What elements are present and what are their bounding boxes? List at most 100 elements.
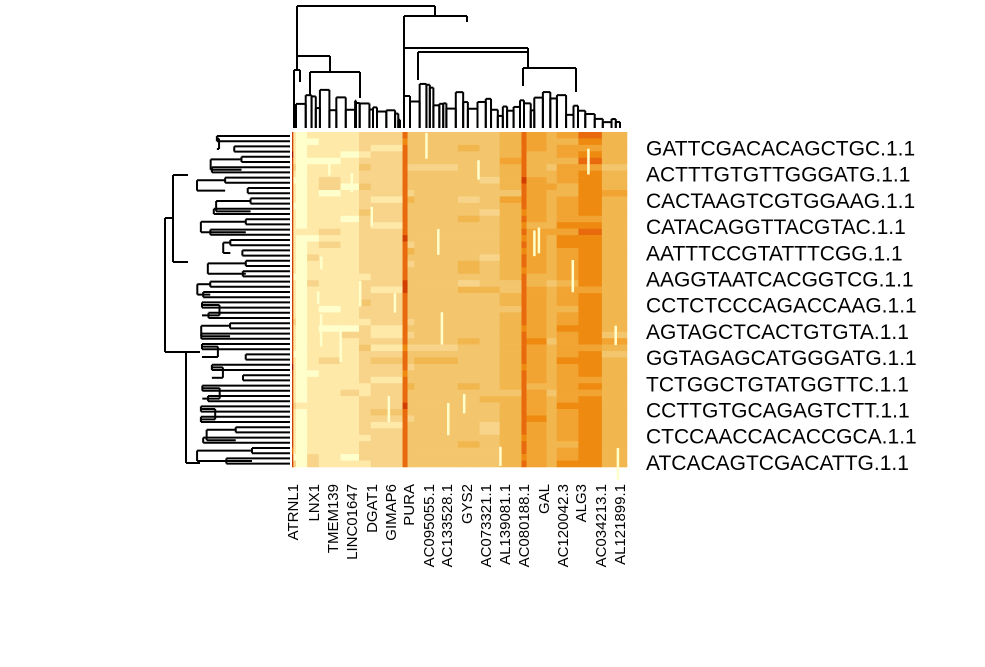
heatmap-cell — [457, 228, 480, 236]
heatmap-cell — [521, 441, 527, 448]
heatmap-cell — [526, 363, 547, 371]
heatmap-cell — [414, 415, 459, 423]
heatmap-cell — [393, 293, 397, 313]
heatmap-cell — [318, 389, 341, 397]
heatmap-cell — [340, 144, 360, 152]
heatmap-cell — [296, 318, 308, 326]
heatmap-cell — [296, 421, 308, 429]
heatmap-cell — [296, 312, 308, 320]
heatmap-cell — [546, 338, 557, 345]
heatmap-cell — [307, 144, 320, 152]
heatmap-cell — [293, 331, 297, 339]
heatmap-cell — [414, 260, 459, 268]
heatmap-cell — [318, 454, 341, 461]
heatmap-cell — [402, 344, 408, 352]
heatmap-cell — [457, 389, 480, 397]
heatmap-cell — [307, 138, 320, 146]
heatmap-cell — [457, 273, 480, 281]
heatmap-cell — [546, 151, 557, 159]
heatmap-cell — [307, 286, 320, 294]
heatmap-cell — [370, 273, 403, 281]
heatmap-cell — [340, 370, 360, 378]
heatmap-cell — [479, 144, 500, 152]
heatmap-cell — [387, 396, 391, 422]
heatmap-cell — [292, 144, 294, 152]
heatmap-cell — [499, 325, 522, 333]
heatmap-cell — [328, 162, 331, 176]
heatmap-cell — [499, 215, 522, 223]
heatmap-cell — [526, 215, 547, 223]
heatmap-cell — [402, 144, 408, 152]
heatmap-cell — [340, 157, 360, 165]
heatmap-cell — [526, 151, 547, 159]
heatmap-cell — [578, 280, 603, 287]
heatmap-cell — [601, 209, 628, 217]
heatmap-cell — [359, 157, 372, 165]
heatmap-cell — [546, 318, 557, 326]
heatmap-cell — [578, 151, 603, 159]
heatmap-cell — [370, 370, 403, 378]
heatmap-cell — [402, 434, 408, 442]
heatmap-cell — [601, 454, 628, 461]
heatmap-cell — [293, 351, 297, 358]
heatmap-cell — [296, 357, 308, 365]
heatmap-cell — [499, 344, 522, 352]
column-label: AC034213.1 — [593, 484, 610, 567]
heatmap-cell — [402, 338, 408, 345]
heatmap-cell — [499, 389, 522, 397]
heatmap-cell — [526, 421, 547, 429]
heatmap-cell — [521, 299, 527, 307]
heatmap-cell — [479, 151, 500, 159]
heatmap-cell — [457, 260, 480, 268]
heatmap-cell — [457, 434, 480, 442]
heatmap-cell — [546, 280, 557, 287]
heatmap-cell — [457, 215, 480, 223]
heatmap-cell — [479, 312, 500, 320]
heatmap-cell — [318, 428, 341, 436]
heatmap-cell — [457, 164, 480, 171]
heatmap-cell — [293, 235, 297, 242]
heatmap-cell — [414, 454, 459, 461]
heatmap-cell — [526, 447, 547, 455]
heatmap-cell — [370, 183, 403, 191]
heatmap-cell — [370, 441, 403, 448]
heatmap-cell — [359, 421, 372, 429]
heatmap-cell — [479, 428, 500, 436]
heatmap-cell — [307, 157, 320, 165]
heatmap-cell — [402, 293, 408, 300]
heatmap-cell — [370, 428, 403, 436]
heatmap-cell — [402, 183, 408, 191]
heatmap-cell — [292, 312, 294, 320]
heatmap-cell — [601, 132, 628, 139]
heatmap-cell — [292, 293, 294, 300]
heatmap-cell — [402, 351, 408, 358]
heatmap-cell — [546, 209, 557, 217]
heatmap-cell — [556, 138, 579, 146]
heatmap-cell — [292, 370, 294, 378]
heatmap-cell — [296, 325, 308, 333]
heatmap-cell — [318, 344, 341, 352]
heatmap-cell — [340, 415, 360, 423]
heatmap-cell — [370, 293, 403, 300]
heatmap-cell — [479, 260, 500, 268]
heatmap-cell — [499, 357, 522, 365]
heatmap-cell — [556, 331, 579, 339]
heatmap-cell — [292, 209, 294, 217]
heatmap-cell — [292, 267, 294, 275]
heatmap-cell — [521, 396, 527, 403]
heatmap-cell — [359, 402, 372, 410]
heatmap-cell — [414, 299, 459, 307]
heatmap-cell — [370, 299, 403, 307]
heatmap-cell — [414, 144, 459, 152]
heatmap-cell — [318, 370, 341, 378]
heatmap-cell — [499, 460, 522, 468]
heatmap-cell — [601, 177, 628, 184]
column-label: AL139081.1 — [497, 484, 514, 565]
heatmap-cell — [578, 325, 603, 333]
heatmap-cell — [526, 222, 547, 229]
heatmap-cell — [296, 144, 308, 152]
heatmap-cell — [340, 409, 360, 416]
heatmap-cell — [340, 247, 360, 255]
heatmap-cell — [457, 447, 480, 455]
heatmap-cell — [457, 357, 480, 365]
